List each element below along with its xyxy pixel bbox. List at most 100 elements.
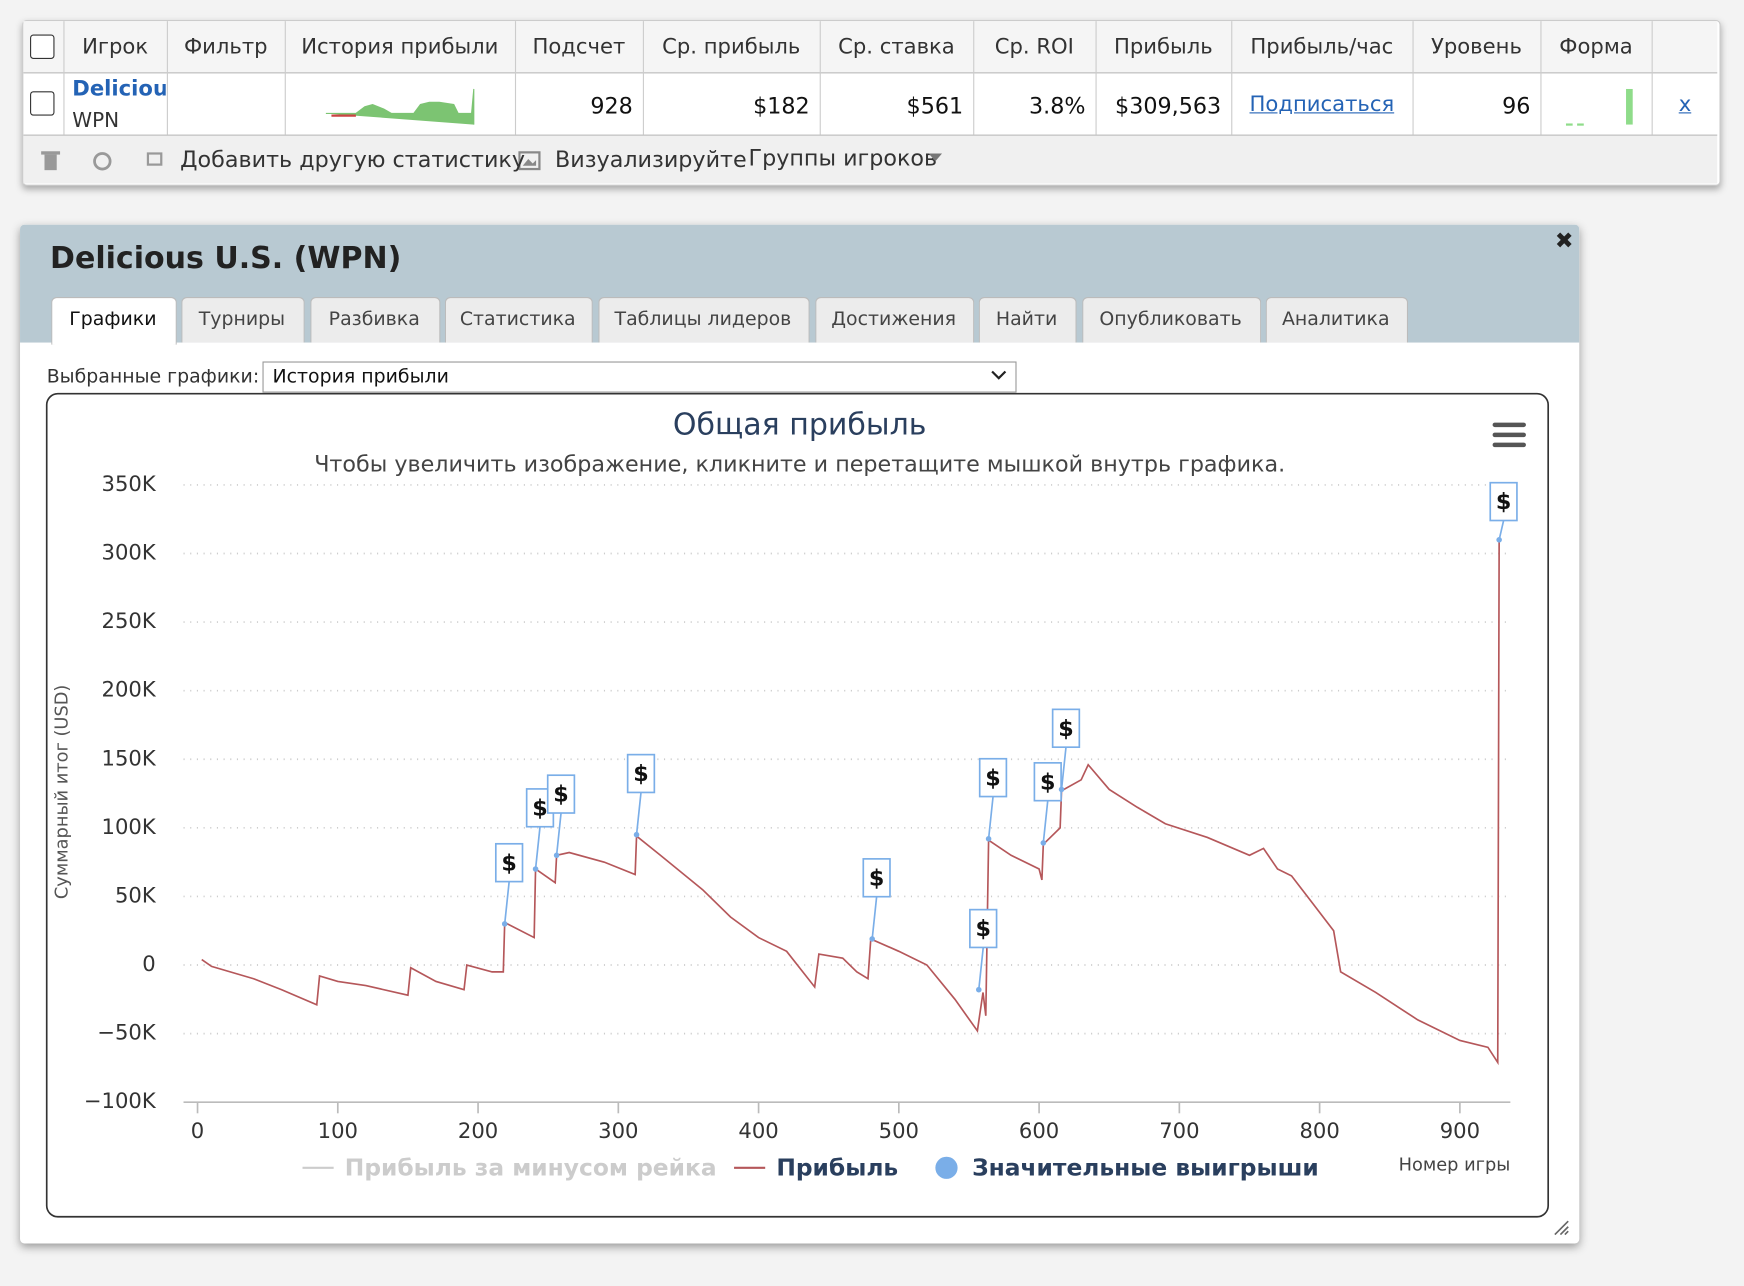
checkbox[interactable] bbox=[30, 91, 55, 116]
significant-win bbox=[633, 831, 640, 838]
tab[interactable] bbox=[978, 296, 1077, 343]
legend-label[interactable]: Значительные выигрыши bbox=[972, 1153, 1319, 1181]
toolbar bbox=[23, 134, 1718, 184]
flag-box bbox=[1489, 481, 1518, 522]
flag-connector bbox=[1498, 520, 1505, 540]
checkbox[interactable] bbox=[30, 34, 55, 59]
tab-label[interactable]: Аналитика bbox=[1281, 308, 1390, 331]
tab[interactable] bbox=[598, 296, 810, 343]
significant-win bbox=[1040, 840, 1047, 846]
chart-select[interactable] bbox=[262, 361, 1017, 393]
flag-label: $ bbox=[1496, 489, 1511, 515]
x-tick-label: 900 bbox=[1440, 1118, 1480, 1143]
tab-label[interactable]: Графики bbox=[69, 308, 157, 331]
column-header[interactable]: Уровень bbox=[1430, 34, 1522, 59]
select-label: Выбранные графики: bbox=[46, 365, 260, 389]
player-groups[interactable]: Группы игроков bbox=[748, 144, 938, 172]
flag-box bbox=[969, 908, 998, 949]
tab-label[interactable]: Таблицы лидеров bbox=[614, 308, 792, 331]
flag-box bbox=[862, 858, 891, 898]
column-header[interactable]: Фильтр bbox=[183, 34, 268, 59]
flag-box bbox=[494, 842, 524, 883]
tab[interactable] bbox=[444, 296, 593, 343]
x-tick-label: 500 bbox=[879, 1118, 919, 1143]
remove-link[interactable]: x bbox=[1678, 92, 1692, 117]
flag-connector bbox=[987, 796, 994, 839]
y-tick-label: −100K bbox=[84, 1088, 157, 1113]
flag-label: $ bbox=[1058, 716, 1073, 742]
column-divider bbox=[514, 21, 517, 135]
toolbar-icons bbox=[41, 151, 163, 171]
cell: $561 bbox=[906, 92, 964, 120]
x-tick-label: 600 bbox=[1019, 1118, 1059, 1143]
column-header[interactable]: Подсчет bbox=[532, 34, 626, 59]
column-divider bbox=[819, 21, 821, 135]
tab[interactable] bbox=[310, 296, 441, 343]
column-header[interactable]: Ср. ставка bbox=[838, 34, 955, 59]
column-header[interactable]: Прибыль/час bbox=[1250, 34, 1394, 59]
flag-connector bbox=[1042, 800, 1049, 844]
chart-subtitle: Чтобы увеличить изображение, кликните и … bbox=[314, 451, 1285, 477]
legend-label[interactable]: Прибыль за минусом рейка bbox=[345, 1153, 717, 1181]
tab-label[interactable]: Статистика bbox=[459, 308, 576, 331]
column-header[interactable]: Ср. прибыль bbox=[662, 34, 801, 59]
menu-icon[interactable] bbox=[1492, 422, 1526, 448]
column-header[interactable]: Форма bbox=[1559, 34, 1633, 59]
column-divider bbox=[284, 21, 286, 135]
chart-select-value: История прибыли bbox=[272, 365, 449, 389]
significant-win bbox=[869, 936, 875, 942]
close-button[interactable]: ✖ bbox=[1554, 226, 1574, 254]
flag-label: $ bbox=[501, 850, 516, 876]
tab-label[interactable]: Найти bbox=[995, 308, 1058, 331]
y-tick-label: 0 bbox=[142, 951, 155, 976]
flag-connector bbox=[977, 947, 985, 990]
flag-connector bbox=[503, 881, 510, 924]
flag-box bbox=[546, 774, 576, 814]
significant-win bbox=[553, 852, 560, 859]
y-tick-label: 50K bbox=[115, 882, 157, 907]
flag-box bbox=[978, 757, 1008, 798]
column-header[interactable]: История прибыли bbox=[301, 34, 499, 59]
column-divider bbox=[1651, 21, 1653, 135]
dropdown-arrow bbox=[928, 153, 943, 162]
tab[interactable] bbox=[1082, 296, 1262, 343]
tab[interactable] bbox=[1265, 296, 1409, 343]
flag-box bbox=[1051, 708, 1081, 749]
tab-label[interactable]: Разбивка bbox=[328, 308, 420, 331]
tab[interactable] bbox=[815, 296, 975, 343]
visualize[interactable]: Визуализируйте bbox=[554, 145, 747, 173]
legend-symbol bbox=[935, 1156, 958, 1179]
x-tick-label: 300 bbox=[598, 1118, 638, 1143]
legend-label[interactable]: Прибыль bbox=[776, 1153, 898, 1181]
y-tick-label: 350K bbox=[102, 471, 157, 496]
flag-label: $ bbox=[553, 782, 568, 808]
y-tick-label: 300K bbox=[102, 540, 157, 565]
tab-label[interactable]: Достижения bbox=[831, 308, 957, 331]
x-tick-label: 200 bbox=[458, 1118, 498, 1143]
tab-label[interactable]: Опубликовать bbox=[1099, 308, 1242, 331]
tab[interactable] bbox=[181, 296, 305, 343]
column-header[interactable]: Прибыль bbox=[1113, 34, 1213, 59]
significant-win bbox=[985, 836, 992, 842]
add-stat[interactable]: Добавить другую статистику bbox=[180, 145, 526, 173]
flag-label: $ bbox=[633, 761, 648, 787]
significant-win bbox=[532, 866, 539, 872]
tab[interactable] bbox=[51, 296, 177, 345]
significant-win bbox=[1496, 537, 1502, 543]
column-divider bbox=[973, 21, 975, 135]
column-header[interactable]: Ср. ROI bbox=[994, 34, 1074, 59]
player-link[interactable]: Deliciou bbox=[72, 76, 166, 102]
sparkline bbox=[325, 88, 475, 125]
flag-connector bbox=[555, 812, 562, 856]
cell: 96 bbox=[1502, 92, 1531, 120]
column-header[interactable]: Игрок bbox=[82, 34, 149, 59]
subscribe-link[interactable]: Подписаться bbox=[1249, 92, 1395, 117]
flag-box bbox=[1033, 762, 1062, 802]
tab-label[interactable]: Турниры bbox=[198, 308, 286, 331]
form-bars bbox=[1565, 88, 1633, 126]
x-tick-label: 100 bbox=[318, 1118, 358, 1143]
significant-win bbox=[501, 921, 508, 927]
y-tick-label: −50K bbox=[97, 1020, 157, 1045]
